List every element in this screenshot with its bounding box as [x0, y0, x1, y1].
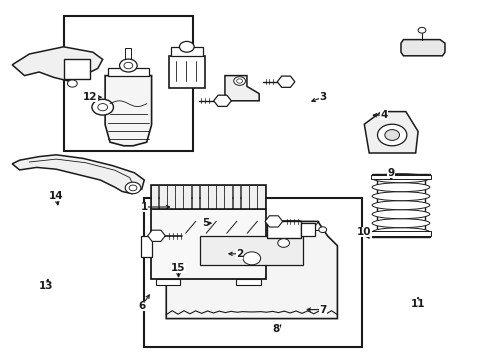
Bar: [144, 198, 361, 347]
Text: 9: 9: [387, 168, 394, 178]
Ellipse shape: [371, 219, 429, 228]
Bar: [159, 185, 166, 209]
Text: 11: 11: [410, 299, 425, 309]
Polygon shape: [300, 223, 315, 236]
Bar: [370, 231, 430, 235]
Text: 12: 12: [83, 92, 98, 102]
Bar: [63, 59, 90, 79]
Circle shape: [124, 62, 133, 69]
Text: 6: 6: [138, 301, 145, 311]
Ellipse shape: [371, 210, 429, 219]
Bar: [183, 185, 191, 209]
Circle shape: [384, 130, 399, 140]
Ellipse shape: [371, 174, 429, 183]
Circle shape: [233, 77, 245, 85]
Polygon shape: [213, 95, 231, 107]
Ellipse shape: [371, 228, 429, 237]
Text: 1: 1: [141, 202, 147, 212]
Polygon shape: [400, 40, 444, 56]
Circle shape: [243, 252, 260, 265]
Text: 7: 7: [318, 305, 326, 315]
Bar: [150, 209, 265, 279]
Bar: [200, 185, 207, 209]
Bar: [150, 185, 158, 209]
Ellipse shape: [371, 192, 429, 201]
Circle shape: [119, 59, 137, 72]
Bar: [248, 185, 256, 209]
Bar: [200, 236, 303, 265]
Bar: [175, 185, 183, 209]
Text: 15: 15: [171, 263, 185, 273]
Polygon shape: [12, 155, 144, 194]
Text: 4: 4: [379, 110, 387, 120]
Ellipse shape: [371, 201, 429, 210]
Bar: [266, 221, 300, 238]
Text: 13: 13: [39, 281, 54, 291]
Circle shape: [67, 80, 77, 87]
Bar: [208, 185, 215, 209]
Circle shape: [92, 99, 113, 115]
Bar: [216, 185, 224, 209]
Circle shape: [318, 227, 326, 233]
Bar: [370, 175, 430, 179]
Bar: [241, 185, 248, 209]
Bar: [191, 185, 199, 209]
Text: 5: 5: [202, 218, 208, 228]
Bar: [224, 185, 232, 209]
Polygon shape: [166, 221, 337, 319]
Text: 10: 10: [356, 227, 371, 237]
Text: 8: 8: [272, 324, 279, 334]
Polygon shape: [12, 47, 102, 81]
Ellipse shape: [371, 183, 429, 192]
Text: 14: 14: [49, 191, 63, 201]
Bar: [155, 279, 180, 285]
Circle shape: [417, 27, 425, 33]
Bar: [150, 185, 265, 209]
Polygon shape: [147, 230, 165, 242]
Polygon shape: [277, 76, 294, 87]
Circle shape: [98, 104, 107, 111]
Polygon shape: [105, 76, 151, 146]
Text: 3: 3: [319, 92, 325, 102]
Bar: [63, 16, 193, 151]
Text: 2: 2: [236, 249, 243, 259]
Bar: [236, 279, 260, 285]
Circle shape: [125, 182, 141, 194]
Bar: [168, 56, 205, 88]
Polygon shape: [364, 112, 417, 153]
Bar: [171, 47, 203, 56]
Circle shape: [179, 41, 194, 52]
Bar: [107, 68, 149, 76]
Bar: [141, 236, 151, 257]
Circle shape: [129, 185, 137, 191]
Bar: [125, 48, 131, 59]
Circle shape: [236, 79, 242, 83]
Polygon shape: [264, 216, 282, 227]
Bar: [232, 185, 240, 209]
Circle shape: [377, 124, 406, 146]
Polygon shape: [224, 76, 259, 101]
Bar: [167, 185, 174, 209]
Bar: [257, 185, 264, 209]
Circle shape: [277, 239, 289, 247]
